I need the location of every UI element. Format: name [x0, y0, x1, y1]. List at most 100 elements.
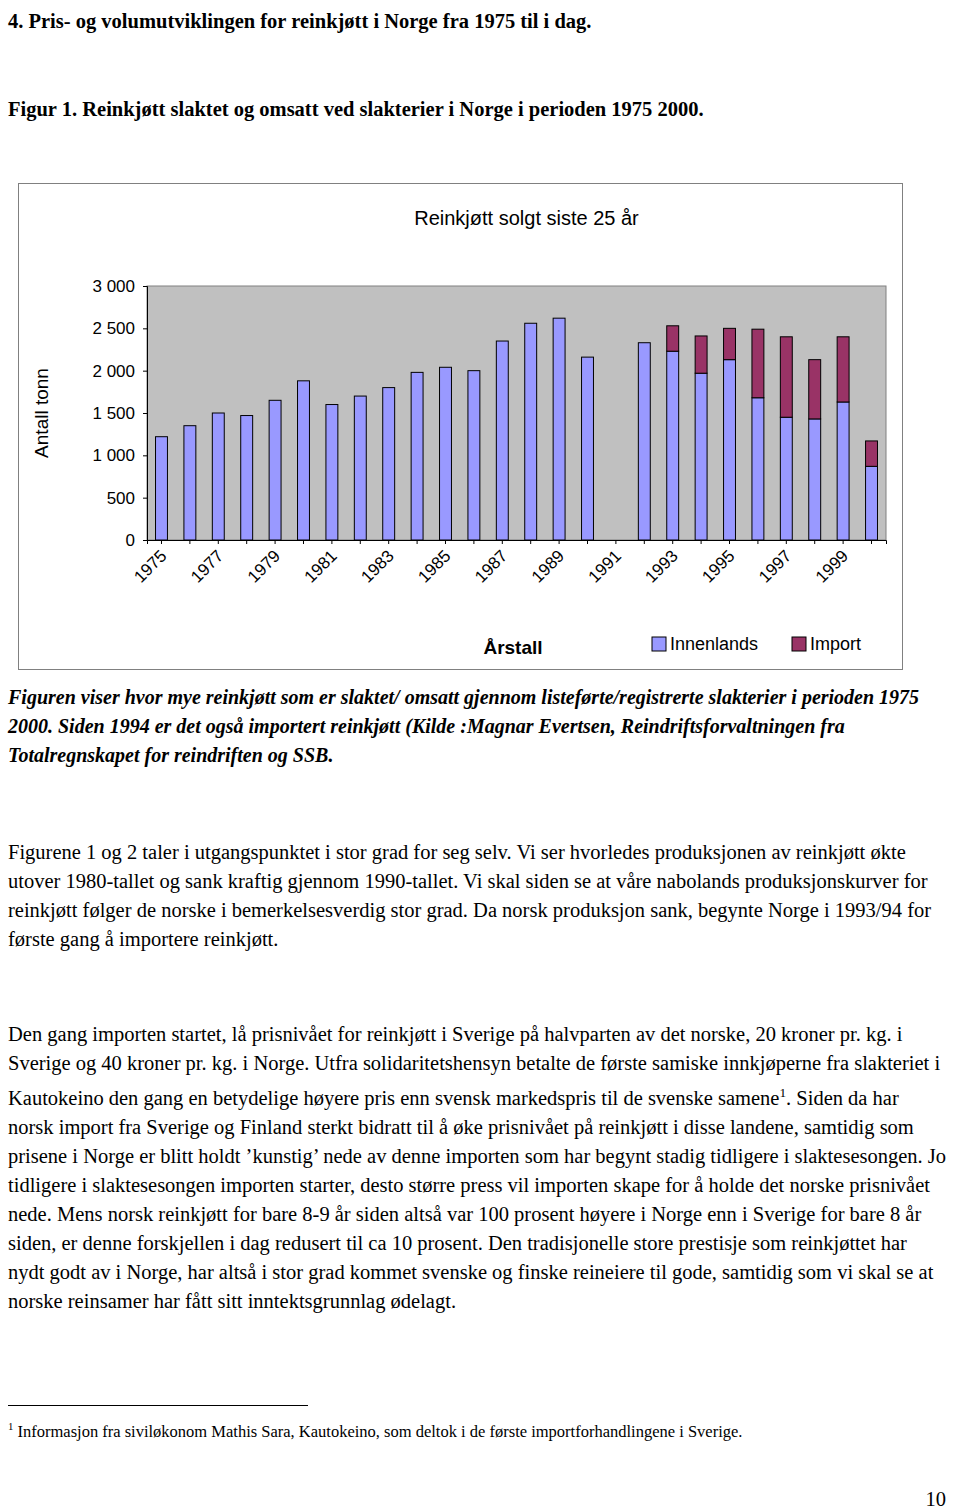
x-tick-mark [615, 540, 616, 544]
y-tick: 1 500 [92, 404, 147, 423]
x-tick [473, 540, 474, 544]
x-tick-mark [672, 540, 673, 544]
bar-segment [411, 372, 423, 540]
bar-segment [866, 441, 878, 466]
x-tick-mark [502, 540, 503, 544]
x-tick-mark [303, 540, 304, 544]
x-tick-mark [161, 540, 162, 544]
y-tick: 2 000 [92, 362, 147, 381]
x-tick-mark [275, 540, 276, 544]
footnote-ref: 1 [779, 1085, 786, 1100]
x-tick-label: 1979 [244, 546, 284, 586]
x-tick-mark [417, 540, 418, 544]
x-tick [587, 540, 588, 544]
x-tick-mark [843, 540, 844, 544]
x-tick: 1989 [528, 540, 568, 587]
bar-segment [298, 381, 310, 540]
chart-border [19, 184, 903, 670]
x-tick [246, 540, 247, 544]
bar-segment [212, 413, 224, 540]
y-tick-mark [143, 286, 147, 287]
bar-segment [184, 426, 196, 540]
x-tick: 1979 [244, 540, 284, 587]
plot-area [147, 286, 886, 540]
y-tick-label: 1 500 [92, 404, 135, 423]
x-tick-mark [729, 540, 730, 544]
paragraph: Den gang importen startet, lå prisnivået… [8, 1020, 948, 1316]
x-tick-mark [218, 540, 219, 544]
bar-segment [383, 388, 395, 540]
x-tick-label: 1977 [187, 546, 227, 586]
bar-segment [780, 337, 792, 417]
footnote-mark: 1 [8, 1420, 13, 1432]
bar-segment [866, 466, 878, 540]
y-tick-mark [143, 498, 147, 499]
bar-segment [752, 329, 764, 398]
x-tick-mark [331, 540, 332, 544]
y-axis-title: Antall tonn [31, 368, 52, 458]
x-tick-mark [757, 540, 758, 544]
bar-segment [724, 360, 736, 540]
legend: Innenlands Import [652, 634, 861, 654]
bar-segment [269, 400, 281, 540]
x-tick-mark [189, 540, 190, 544]
x-tick-mark [871, 540, 872, 544]
y-tick: 500 [107, 489, 147, 508]
bar-segment [695, 373, 707, 540]
x-tick-mark [445, 540, 446, 544]
paragraph: Figurene 1 og 2 taler i utgangspunktet i… [8, 838, 948, 954]
x-tick [757, 540, 758, 544]
bar-segment [156, 437, 168, 540]
bar-segment [354, 396, 366, 540]
x-tick-mark [786, 540, 787, 544]
x-tick-label: 1989 [528, 546, 568, 586]
x-tick-label: 1997 [755, 546, 795, 586]
x-axis-line [148, 541, 887, 545]
bar-segment [837, 337, 849, 402]
x-axis: 1975197719791981198319851987198919911993… [130, 540, 886, 587]
legend-label: Innenlands [670, 634, 758, 654]
footnote: 1 Informasjon fra siviløkonom Mathis Sar… [8, 1415, 948, 1443]
bar-segment [809, 419, 821, 540]
x-tick-label: 1993 [642, 546, 682, 586]
footnote-rule [8, 1405, 308, 1406]
bar-segment [809, 360, 821, 419]
x-tick-mark [388, 540, 389, 544]
bar-segment [468, 371, 480, 540]
x-tick: 1995 [698, 540, 738, 587]
x-tick [644, 540, 645, 544]
bar-segment [667, 351, 679, 540]
x-tick: 1981 [301, 540, 341, 587]
bar-segment [695, 336, 707, 373]
x-axis-title: Årstall [483, 637, 542, 658]
x-tick [303, 540, 304, 544]
legend-label: Import [810, 634, 861, 654]
y-tick-mark [143, 455, 147, 456]
x-tick-mark [814, 540, 815, 544]
y-tick: 1 000 [92, 446, 147, 465]
bar-segment [241, 416, 253, 540]
legend-swatch [652, 637, 666, 651]
x-tick-label: 1987 [471, 546, 511, 586]
bar-segment [440, 367, 452, 540]
y-tick-label: 2 000 [92, 362, 135, 381]
figure-caption: Figur 1. Reinkjøtt slaktet og omsatt ved… [8, 96, 948, 122]
legend-swatch [792, 637, 806, 651]
y-tick-mark [143, 328, 147, 329]
x-tick-label: 1983 [357, 546, 397, 586]
x-tick-mark [559, 540, 560, 544]
x-tick-label: 1985 [414, 546, 454, 586]
chart: 05001 0001 5002 0002 5003 00019751977197… [18, 183, 903, 670]
y-tick: 2 500 [92, 319, 147, 338]
x-tick [530, 540, 531, 544]
bar-segment [582, 357, 594, 540]
x-tick [417, 540, 418, 544]
bar-segment [837, 402, 849, 540]
legend-item: Import [792, 634, 861, 654]
y-tick-mark [143, 540, 147, 541]
bar-segment [496, 341, 508, 540]
chart-title: Reinkjøtt solgt siste 25 år [414, 207, 639, 229]
bar-segment [638, 343, 650, 540]
x-tick [360, 540, 361, 544]
x-tick [701, 540, 702, 544]
